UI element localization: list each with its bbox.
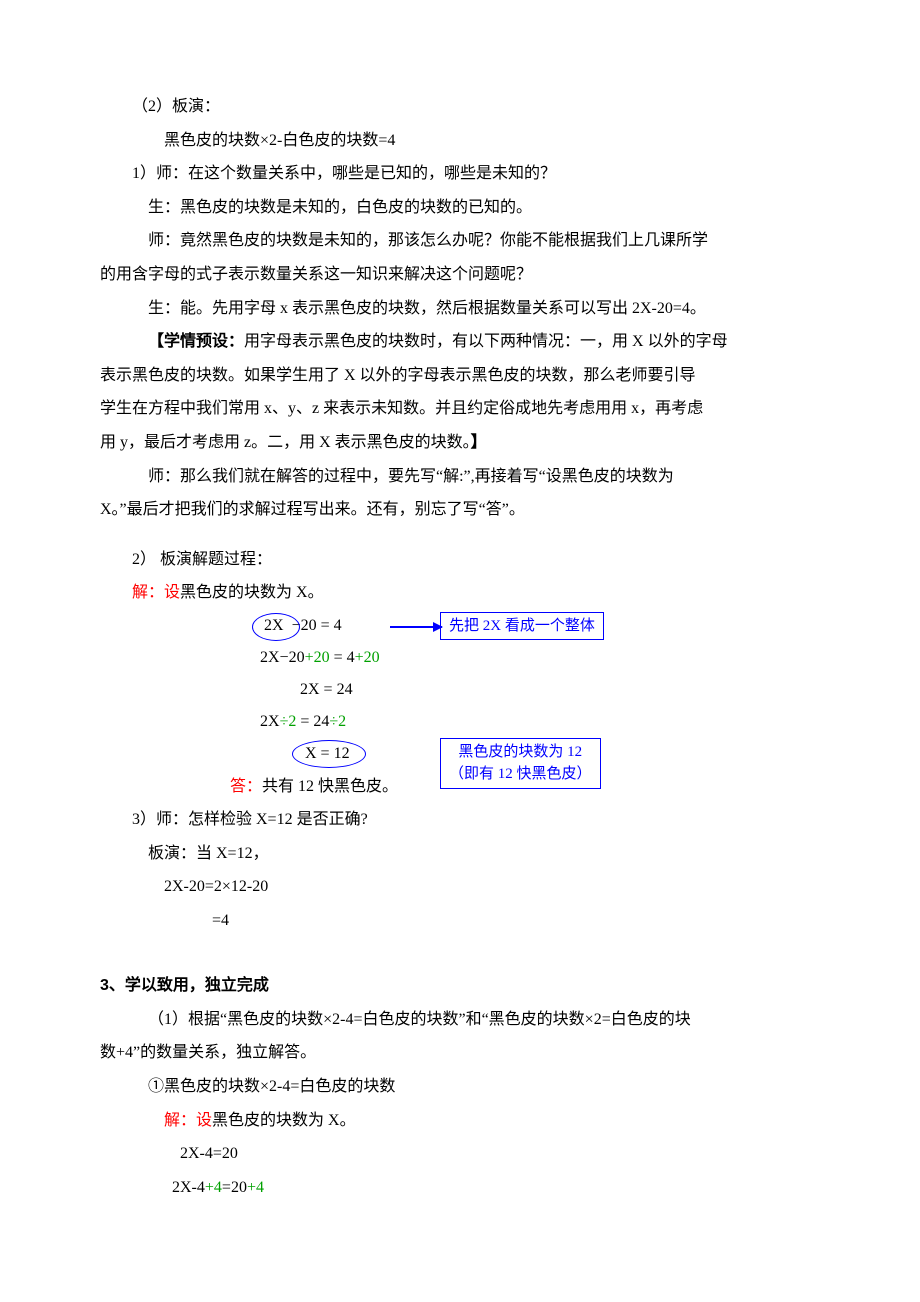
preset-line-1: 【学情预设：用字母表示黑色皮的块数时，有以下两种情况：一，用 X 以外的字母 bbox=[100, 325, 820, 359]
sec3-e1: 2X-4=20 bbox=[100, 1137, 820, 1171]
note-box-2: 黑色皮的块数为 12 （即有 12 快黑色皮） bbox=[440, 738, 601, 789]
q1-teacher-2b: 的用含字母的式子表示数量关系这一知识来解决这个问题呢？ bbox=[100, 258, 820, 292]
teacher-3b: X。”最后才把我们的求解过程写出来。还有，别忘了写“答”。 bbox=[100, 493, 820, 527]
check-l1: 板演：当 X=12， bbox=[100, 837, 820, 871]
preset-line-4: 用 y，最后才考虑用 z。二，用 X 表示黑色皮的块数。】 bbox=[100, 426, 820, 460]
q1-teacher-2a: 师：竟然黑色皮的块数是未知的，那该怎么办呢？你能不能根据我们上几课所学 bbox=[100, 224, 820, 258]
eq2-d: +20 bbox=[355, 649, 380, 666]
eq4-a: 2X bbox=[260, 713, 280, 730]
eq2-b: +20 bbox=[305, 649, 330, 666]
sec3-p1a: （1）根据“黑色皮的块数×2-4=白色皮的块数”和“黑色皮的块数×2=白色皮的块 bbox=[100, 1003, 820, 1037]
q1-student: 生：黑色皮的块数是未知的，白色皮的块数的已知的。 bbox=[100, 191, 820, 225]
eq4-d: ÷2 bbox=[329, 713, 346, 730]
eq1-b: −20 = 4 bbox=[292, 617, 342, 634]
eq-row-2: 2X−20+20 = 4+20 bbox=[100, 642, 820, 674]
note-box-1: 先把 2X 看成一个整体 bbox=[440, 612, 604, 641]
section-2-title: （2）板演： bbox=[100, 90, 820, 124]
board-solution-title: 2） 板演解题过程： bbox=[100, 543, 820, 577]
eq5: X = 12 bbox=[305, 745, 350, 762]
eq-row-4: 2X÷2 = 24÷2 bbox=[100, 706, 820, 738]
note2b: （即有 12 快黑色皮） bbox=[449, 766, 592, 782]
sec3-set: 解：设黑色皮的块数为 X。 bbox=[100, 1104, 820, 1138]
q1-student-2: 生：能。先用字母 x 表示黑色皮的块数，然后根据数量关系可以写出 2X-20=4… bbox=[100, 292, 820, 326]
preset-label: 【学情预设： bbox=[148, 333, 244, 350]
eq2-a: 2X−20 bbox=[260, 649, 305, 666]
sec3-p1b: 数+4”的数量关系，独立解答。 bbox=[100, 1036, 820, 1070]
sec3-set-prefix: 解：设 bbox=[164, 1112, 212, 1129]
set-rest: 黑色皮的块数为 X。 bbox=[180, 584, 324, 601]
answer-rest: 共有 12 快黑色皮。 bbox=[262, 778, 398, 795]
board-solution-set: 解：设黑色皮的块数为 X。 bbox=[100, 576, 820, 610]
sec3-e2-b: +4 bbox=[205, 1179, 222, 1196]
section-2-formula: 黑色皮的块数×2-白色皮的块数=4 bbox=[100, 124, 820, 158]
sec3-e2-c: =20 bbox=[222, 1179, 247, 1196]
answer-prefix: 答： bbox=[230, 778, 262, 795]
preset-close: 】 bbox=[471, 434, 487, 451]
sec3-e2: 2X-4+4=20+4 bbox=[100, 1171, 820, 1205]
section-3-heading: 3、学以致用，独立完成 bbox=[100, 969, 820, 1003]
eq2-c: = 4 bbox=[330, 649, 355, 666]
check-l2: 2X-20=2×12-20 bbox=[100, 870, 820, 904]
eq4-c: = 24 bbox=[296, 713, 329, 730]
teacher-3a: 师：那么我们就在解答的过程中，要先写“解:”,再接着写“设黑色皮的块数为 bbox=[100, 460, 820, 494]
eq-row-1: 2X−20 = 4 先把 2X 看成一个整体 bbox=[100, 610, 820, 642]
preset-text-4: 用 y，最后才考虑用 z。二，用 X 表示黑色皮的块数。 bbox=[100, 434, 471, 451]
eq3: 2X = 24 bbox=[300, 681, 353, 698]
sec3-eq-title: ①黑色皮的块数×2-4=白色皮的块数 bbox=[100, 1070, 820, 1104]
q1-teacher: 1）师：在这个数量关系中，哪些是已知的，哪些是未知的？ bbox=[100, 157, 820, 191]
check-l3: =4 bbox=[100, 904, 820, 938]
equation-block: 2X−20 = 4 先把 2X 看成一个整体 2X−20+20 = 4+20 2… bbox=[100, 610, 820, 803]
note2a: 黑色皮的块数为 12 bbox=[458, 744, 582, 760]
preset-line-2: 表示黑色皮的块数。如果学生用了 X 以外的字母表示黑色皮的块数，那么老师要引导 bbox=[100, 359, 820, 393]
eq-row-3: 2X = 24 bbox=[100, 674, 820, 706]
check-title: 3）师：怎样检验 X=12 是否正确? bbox=[100, 803, 820, 837]
preset-line-3: 学生在方程中我们常用 x、y、z 来表示未知数。并且约定俗成地先考虑用用 x，再… bbox=[100, 392, 820, 426]
eq1-a: 2X bbox=[260, 617, 292, 634]
sec3-set-rest: 黑色皮的块数为 X。 bbox=[212, 1112, 356, 1129]
set-prefix: 解：设 bbox=[132, 584, 180, 601]
sec3-e2-d: +4 bbox=[247, 1179, 264, 1196]
eq4-b: ÷2 bbox=[280, 713, 297, 730]
document-page: （2）板演： 黑色皮的块数×2-白色皮的块数=4 1）师：在这个数量关系中，哪些… bbox=[0, 0, 920, 1302]
sec3-e2-a: 2X-4 bbox=[172, 1179, 205, 1196]
preset-text-1: 用字母表示黑色皮的块数时，有以下两种情况：一，用 X 以外的字母 bbox=[244, 333, 728, 350]
arrow-1 bbox=[390, 626, 442, 628]
